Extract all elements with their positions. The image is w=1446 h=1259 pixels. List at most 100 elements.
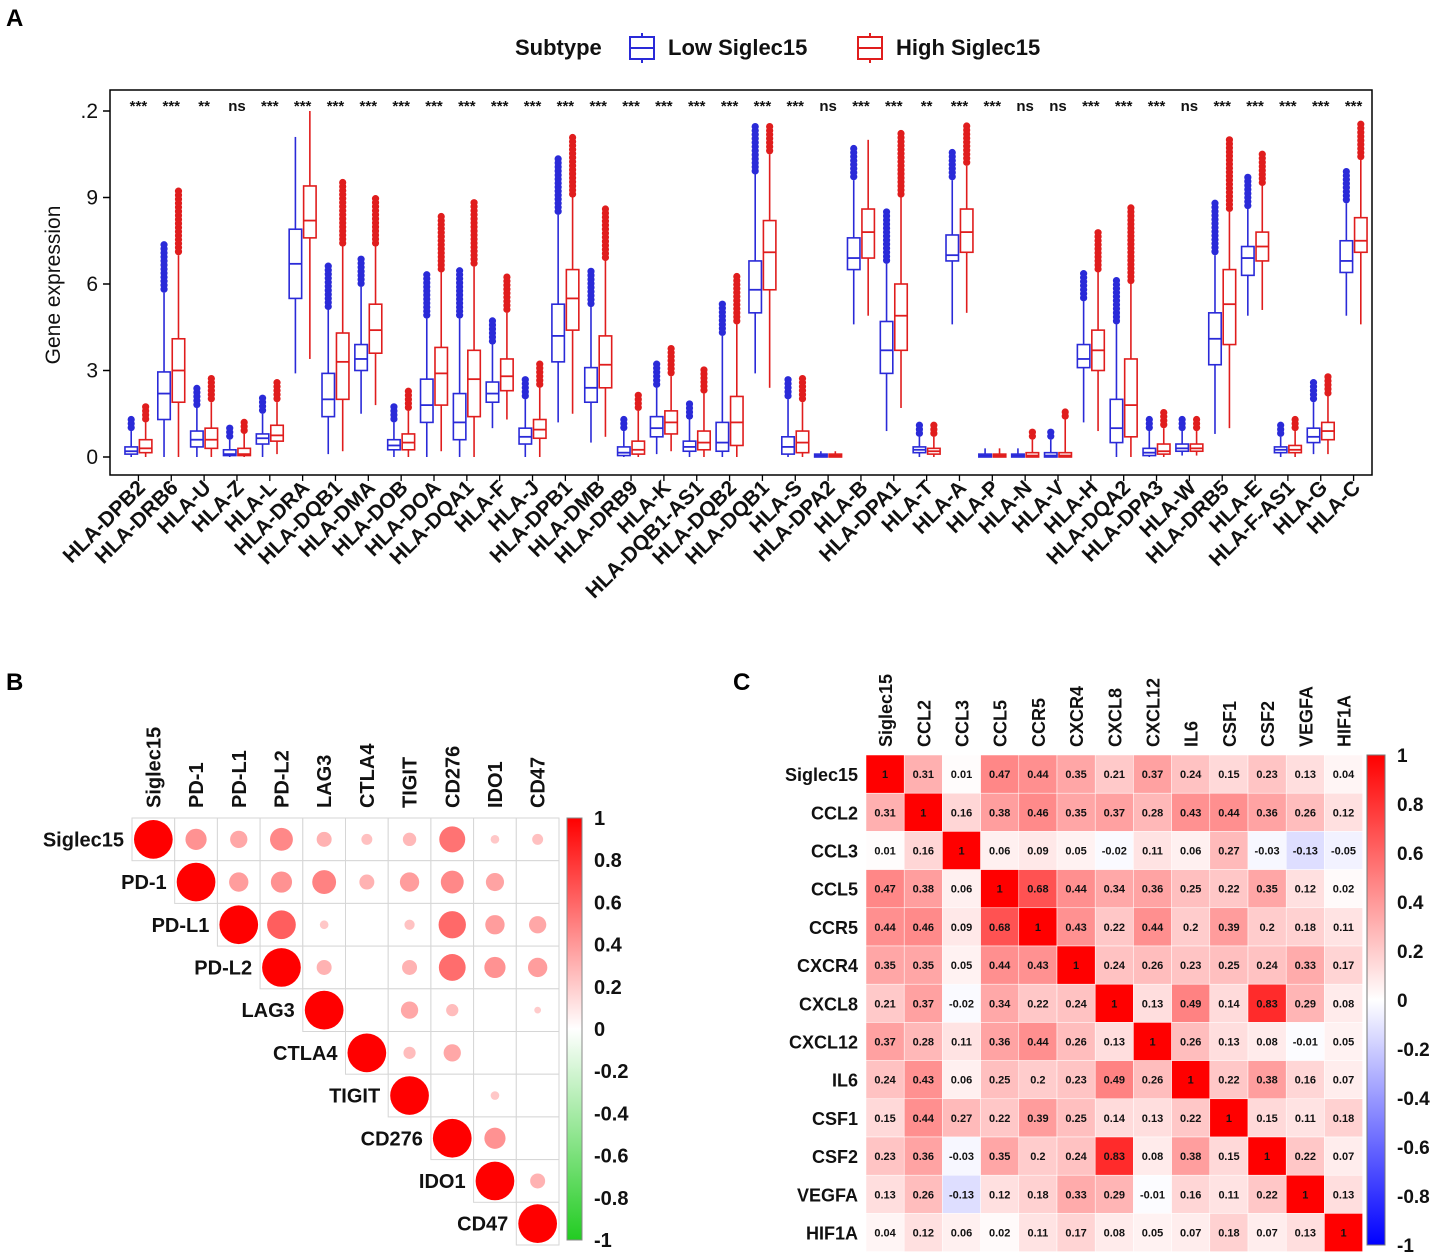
boxplot-panel: 0 3 6 9 .2 Gene expression Subtype Low Siglec15…	[42, 33, 1373, 603]
box-outlier	[798, 374, 807, 383]
corr-circle	[361, 833, 373, 845]
y-tick-label: 6	[86, 273, 98, 296]
corr-circle	[270, 871, 293, 893]
y-tick-label: .2	[80, 100, 98, 123]
heatmap-value: -0.13	[1293, 846, 1318, 858]
significance-label: ***	[787, 98, 805, 115]
heatmap-cell	[903, 792, 943, 832]
column-label: CCL3	[953, 700, 973, 747]
box-body	[696, 430, 712, 451]
heatmap-cell	[1247, 907, 1287, 947]
heatmap-cell	[942, 792, 981, 832]
heatmap-cell	[942, 869, 981, 909]
box-outlier	[1258, 150, 1266, 158]
significance-label: ***	[984, 98, 1002, 115]
heatmap-cell	[980, 1098, 1020, 1138]
heatmap-cell	[942, 1060, 981, 1100]
row-label: LAG3	[241, 1000, 294, 1022]
colorbar	[566, 817, 583, 1241]
box-body	[1306, 427, 1321, 444]
heatmap-value: 0.31	[913, 769, 934, 781]
heatmap-value: 0.18	[1333, 1113, 1354, 1125]
heatmap-cell	[1285, 1098, 1325, 1138]
row-label: CXCL8	[799, 994, 858, 1014]
box-outlier	[634, 391, 642, 399]
significance-label: ***	[1279, 98, 1297, 115]
significance-label: ***	[1246, 98, 1264, 115]
heatmap-cell	[1171, 869, 1211, 909]
heatmap-value: 0.12	[913, 1228, 934, 1240]
box-outlier	[1127, 204, 1135, 212]
box-body	[1123, 358, 1138, 438]
box-outlier	[554, 155, 562, 163]
column-label: IL6	[1182, 721, 1202, 747]
column-label: HIF1A	[1335, 695, 1355, 747]
heatmap-cell	[1324, 869, 1363, 909]
significance-label: ***	[1345, 98, 1363, 115]
heatmap-value: 0.28	[913, 1037, 934, 1049]
box-body	[485, 381, 500, 404]
box-outlier	[1094, 229, 1102, 237]
heatmap-value: 0.35	[1256, 884, 1277, 896]
box-body	[204, 427, 219, 450]
colorbar-tick-label: -0.8	[594, 1188, 628, 1210]
heatmap-value: 1	[1073, 960, 1079, 972]
heatmap-value: -0.05	[1331, 846, 1356, 858]
box-outlier	[751, 122, 759, 131]
significance-label: ***	[130, 98, 148, 115]
heatmap-cell	[1285, 1136, 1325, 1176]
heatmap-value: 0.07	[1333, 1075, 1354, 1087]
heatmap-value: 0.23	[1256, 769, 1277, 781]
heatmap-cell	[1324, 1213, 1363, 1252]
heatmap-cell	[1018, 983, 1058, 1023]
heatmap-cell	[1171, 1022, 1211, 1061]
corr-circle	[518, 1204, 558, 1243]
corr-circle	[528, 916, 547, 934]
heatmap-value: 0.43	[1065, 922, 1086, 934]
heatmap-cell	[980, 1213, 1020, 1252]
heatmap-value: 0.28	[1142, 807, 1163, 819]
box-outlier	[1277, 421, 1285, 429]
box-body	[729, 395, 744, 447]
corr-circle	[439, 826, 466, 853]
significance-label: ***	[163, 98, 181, 115]
box-body	[893, 283, 909, 352]
box-body	[649, 415, 664, 438]
box-body	[237, 447, 252, 457]
box-outlier	[1244, 173, 1252, 181]
corr-circle	[475, 1161, 515, 1201]
significance-label: ***	[951, 98, 969, 115]
box-outlier	[1309, 379, 1318, 387]
box-body	[598, 335, 613, 389]
heatmap-cell	[980, 1022, 1020, 1061]
corr-circle	[403, 1046, 416, 1059]
box-outlier	[685, 400, 694, 408]
heatmap-value: 0.11	[1142, 846, 1163, 858]
heatmap-value: 0.47	[874, 884, 895, 896]
heatmap-cell	[1133, 945, 1172, 985]
column-label: VEGFA	[1296, 686, 1316, 747]
heatmap-value: 0.15	[1218, 769, 1239, 781]
heatmap-cell	[1056, 831, 1096, 870]
box-outlier	[1112, 276, 1121, 285]
heatmap-value: 0.05	[951, 960, 972, 972]
heatmap-value: 0.11	[1295, 1113, 1316, 1125]
box-outlier	[357, 255, 365, 263]
heatmap-cell	[1133, 907, 1172, 947]
heatmap-value: 0.11	[1218, 1189, 1239, 1201]
heatmap-value: 0.13	[874, 1189, 895, 1201]
column-label: CCR5	[1029, 698, 1049, 747]
colorbar-tick-label: -0.2	[1397, 1040, 1430, 1061]
box-outlier	[897, 129, 905, 138]
heatmap-cell	[980, 869, 1020, 909]
box-body	[551, 303, 566, 363]
row-label: CXCR4	[797, 956, 858, 976]
box-outlier	[667, 344, 675, 353]
heatmap-cell	[980, 945, 1020, 985]
heatmap-cell	[980, 1060, 1020, 1100]
heatmap-cell	[903, 1136, 943, 1176]
corr-circle	[402, 832, 417, 847]
heatmap-value: 0.26	[1180, 1037, 1201, 1049]
box-outlier	[404, 387, 412, 395]
heatmap-cell	[1247, 1174, 1287, 1214]
